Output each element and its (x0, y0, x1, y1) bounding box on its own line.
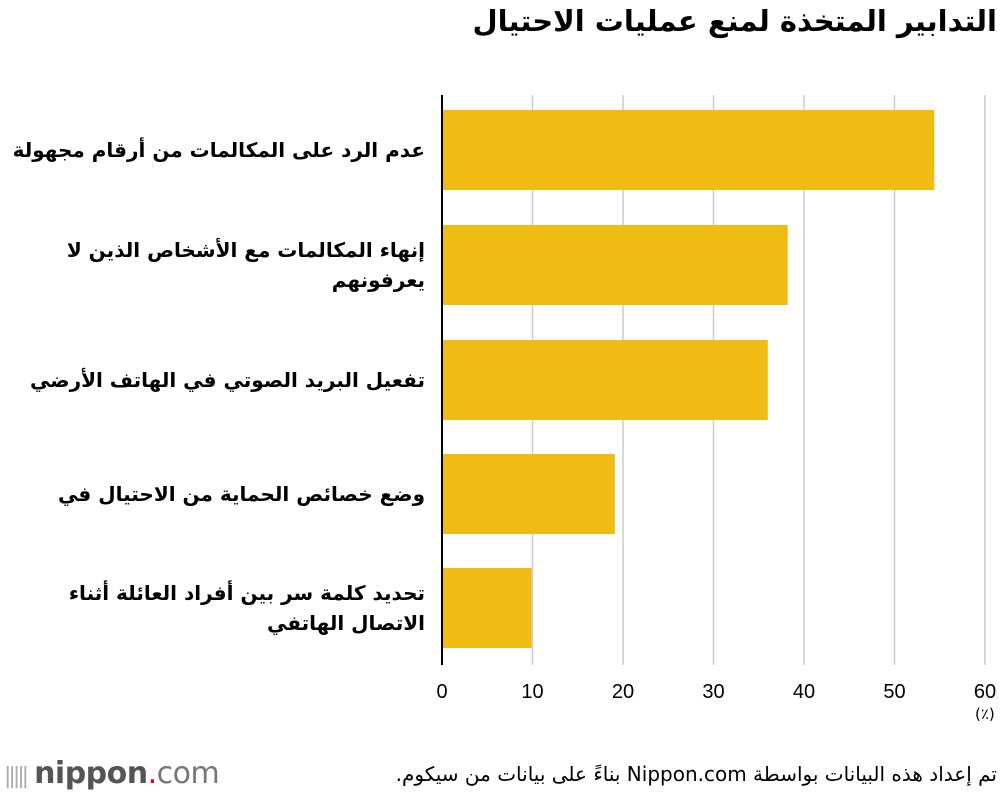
unit-label: (٪) (975, 705, 995, 723)
category-label: وضع خصائص الحماية من الاحتيال في (57, 482, 425, 506)
category-label: تفعيل البريد الصوتي في الهاتف الأرضي (30, 368, 425, 392)
source-note: تم إعداد هذه البيانات بواسطة Nippon.com … (395, 762, 997, 786)
x-tick-label: 20 (612, 681, 634, 703)
chart-title: التدابير المتخذة لمنع عمليات الاحتيال (472, 4, 998, 38)
bar (442, 454, 615, 534)
category-label: إنهاء المكالمات مع الأشخاص الذين لا يعرف… (66, 238, 425, 292)
category-label: تحديد كلمة سر بين أفراد العائلة أثناء ال… (68, 581, 425, 635)
x-tick-label: 30 (702, 681, 724, 703)
logo-bars-icon: ||||| (4, 764, 29, 789)
x-tick-label: 40 (793, 681, 815, 703)
bar (442, 110, 935, 190)
bar (442, 568, 532, 648)
bar (442, 340, 768, 420)
x-tick-label: 60 (974, 681, 996, 703)
bar (442, 225, 788, 305)
x-tick-label: 50 (883, 681, 905, 703)
category-label: عدم الرد على المكالمات من أرقام مجهولة (12, 138, 425, 162)
x-tick-label: 10 (521, 681, 543, 703)
nippon-logo: ||||| nippon.com (4, 756, 220, 791)
x-tick-label: 0 (436, 681, 447, 703)
